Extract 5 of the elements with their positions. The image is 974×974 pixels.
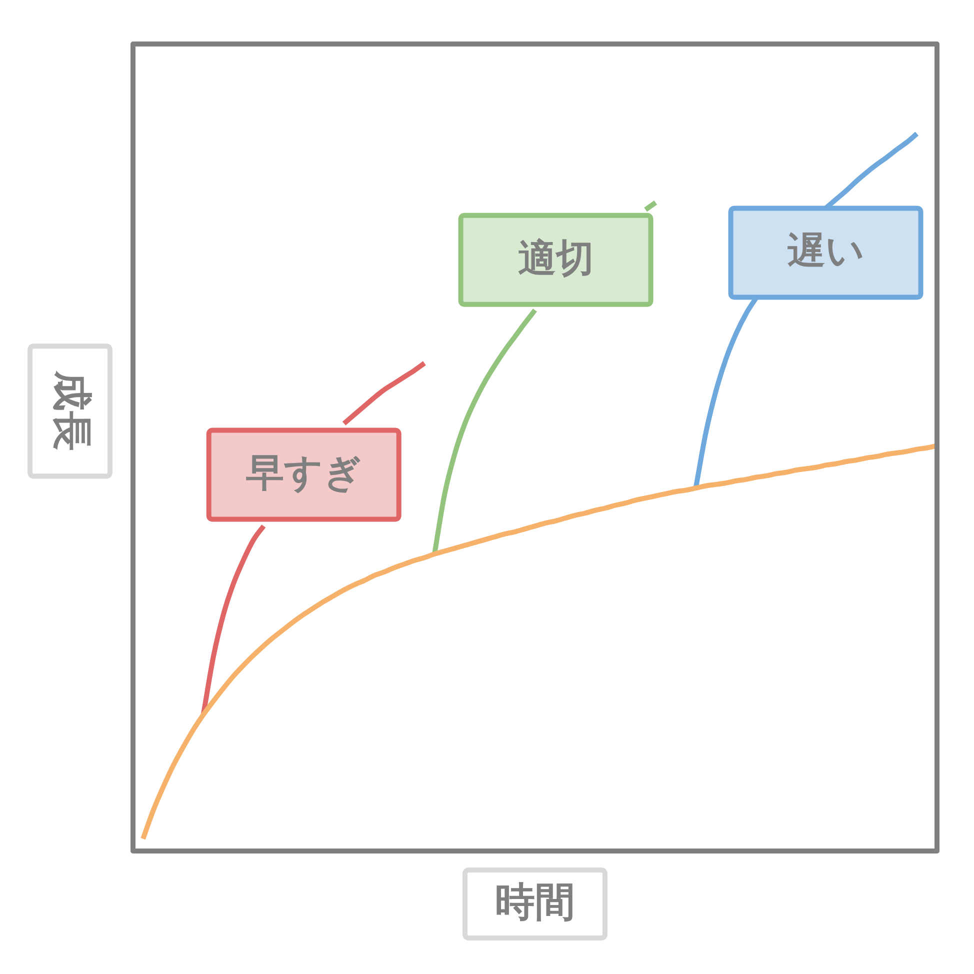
series-label: 遅い xyxy=(786,228,864,273)
y-axis-title: 成長 xyxy=(48,370,95,452)
series-label: 適切 xyxy=(518,236,594,280)
x-axis-title: 時間 xyxy=(495,879,575,926)
series-label: 早すぎ xyxy=(244,450,362,495)
